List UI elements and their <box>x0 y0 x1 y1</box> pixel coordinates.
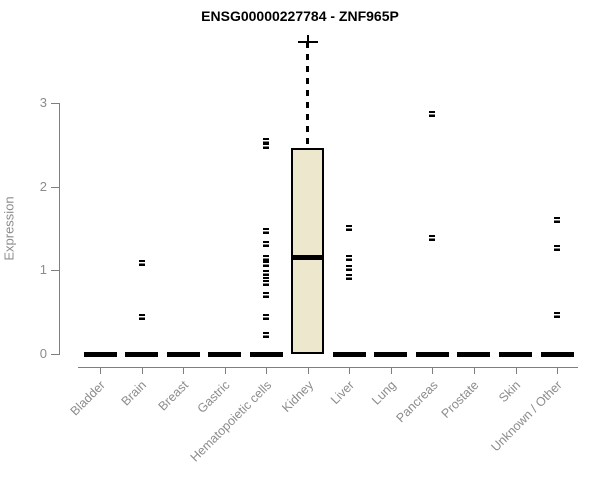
outlier-point-brain <box>138 259 145 266</box>
y-tick-label: 0 <box>39 346 47 361</box>
outlier-point-hematopoietic-cells <box>263 137 270 144</box>
x-axis-tick <box>307 367 309 374</box>
zero-boxplot-unknown-other <box>540 351 574 357</box>
outlier-point-hematopoietic-cells <box>263 142 270 149</box>
outlier-point-pancreas <box>429 110 436 117</box>
zero-boxplot-hematopoietic-cells <box>249 351 283 357</box>
x-tick-label-skin: Skin <box>496 378 524 406</box>
x-tick-label-kidney: Kidney <box>278 378 316 415</box>
outlier-point-hematopoietic-cells <box>263 279 270 286</box>
x-tick-label-prostate: Prostate <box>439 378 482 421</box>
chart-title: ENSG00000227784 - ZNF965P <box>201 8 399 24</box>
zero-boxplot-bladder <box>83 351 117 357</box>
x-axis-tick <box>432 367 434 374</box>
y-tick-label: 3 <box>39 94 47 110</box>
x-tick-label-hematopoietic-cells: Hematopoietic cells <box>187 378 275 465</box>
x-axis-tick <box>349 367 351 374</box>
x-axis-tick <box>183 367 185 374</box>
x-axis-tick <box>224 367 226 374</box>
zero-boxplot-brain <box>125 351 159 357</box>
y-axis-tick <box>51 270 59 272</box>
y-axis-tick <box>51 354 59 355</box>
y-axis-label: Expression <box>1 196 17 261</box>
x-axis-line <box>78 367 578 368</box>
median-kidney <box>291 255 325 261</box>
outlier-point-hematopoietic-cells <box>263 254 270 261</box>
outlier-point-hematopoietic-cells <box>263 314 270 321</box>
zero-boxplot-prostate <box>457 351 491 357</box>
outlier-point-liver <box>346 264 353 271</box>
x-tick-label-liver: Liver <box>328 378 358 408</box>
x-tick-label-bladder: Bladder <box>67 378 108 419</box>
outlier-point-hematopoietic-cells <box>263 269 270 276</box>
outlier-point-unknown-other <box>554 217 561 224</box>
x-tick-label-lung: Lung <box>369 378 399 408</box>
x-axis-tick <box>100 367 101 374</box>
whisker-kidney <box>306 41 310 149</box>
y-axis-line <box>59 102 60 355</box>
y-tick-label: 1 <box>39 262 47 278</box>
x-axis-tick <box>515 367 517 374</box>
x-axis-tick <box>473 367 475 374</box>
y-axis-tick <box>51 102 59 104</box>
zero-boxplot-lung <box>374 351 408 357</box>
x-axis-tick <box>390 367 392 374</box>
whisker-cap-stub-kidney <box>306 34 309 41</box>
x-axis-tick <box>266 367 268 374</box>
x-tick-label-pancreas: Pancreas <box>393 378 441 426</box>
x-tick-label-breast: Breast <box>155 378 191 414</box>
box-kidney <box>291 148 325 354</box>
outlier-point-hematopoietic-cells <box>263 227 270 234</box>
zero-boxplot-breast <box>166 351 200 357</box>
outlier-point-brain <box>138 314 145 321</box>
outlier-point-liver <box>346 273 353 280</box>
outlier-point-hematopoietic-cells <box>263 331 270 338</box>
outlier-point-unknown-other <box>554 312 561 319</box>
zero-boxplot-liver <box>332 351 366 357</box>
zero-boxplot-gastric <box>208 351 242 357</box>
outlier-point-hematopoietic-cells <box>263 240 270 247</box>
outlier-point-unknown-other <box>554 244 561 251</box>
whisker-cap-kidney <box>297 40 318 43</box>
outlier-point-liver <box>346 225 353 232</box>
y-tick-label: 2 <box>39 178 47 194</box>
x-axis-tick <box>141 367 143 374</box>
outlier-point-pancreas <box>429 234 436 241</box>
zero-boxplot-skin <box>499 351 532 357</box>
outlier-point-hematopoietic-cells <box>263 291 270 298</box>
x-axis-tick <box>557 367 559 374</box>
x-tick-label-gastric: Gastric <box>194 378 233 416</box>
outlier-point-hematopoietic-cells <box>263 260 270 267</box>
x-tick-label-brain: Brain <box>118 378 150 409</box>
zero-boxplot-pancreas <box>415 351 449 357</box>
outlier-point-liver <box>346 254 353 261</box>
y-axis-tick <box>51 186 59 188</box>
